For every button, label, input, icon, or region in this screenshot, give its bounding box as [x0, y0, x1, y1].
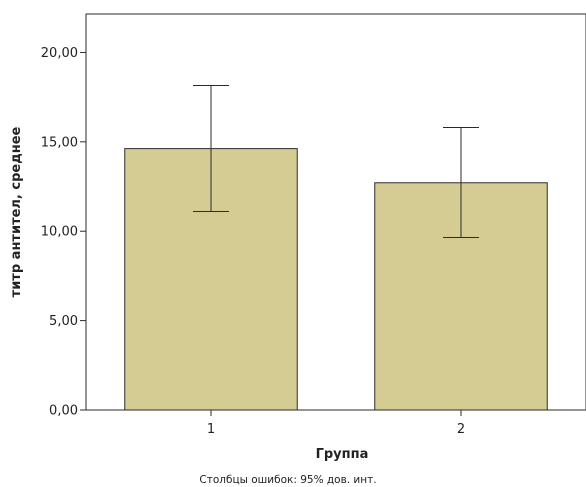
x-tick-label: 1 — [207, 422, 215, 437]
y-tick-label: 20,00 — [41, 46, 78, 61]
y-tick-label: 15,00 — [41, 135, 78, 150]
x-axis-title: Группа — [316, 447, 369, 462]
y-axis: 0,00 5,00 10,00 15,00 20,00 — [41, 46, 86, 419]
y-axis-title: титр антител, среднее — [9, 126, 24, 297]
y-tick-label: 5,00 — [49, 314, 78, 329]
x-tick-label: 2 — [457, 422, 465, 437]
y-tick-label: 10,00 — [41, 225, 78, 240]
y-tick-label: 0,00 — [49, 404, 78, 419]
error-bar-footnote: Столбцы ошибок: 95% дов. инт. — [199, 474, 376, 486]
